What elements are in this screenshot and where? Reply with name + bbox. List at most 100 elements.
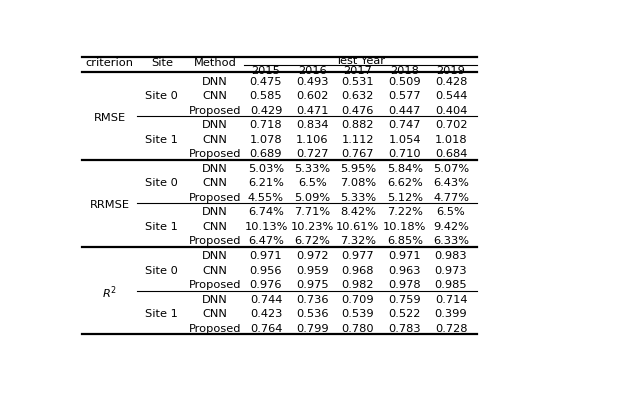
Text: 0.956: 0.956 (250, 265, 282, 275)
Text: DNN: DNN (202, 76, 228, 87)
Text: 0.710: 0.710 (388, 149, 421, 159)
Text: 0.972: 0.972 (296, 250, 328, 261)
Text: 0.577: 0.577 (388, 91, 421, 101)
Text: CNN: CNN (202, 265, 227, 275)
Text: 10.13%: 10.13% (244, 221, 288, 231)
Text: Site 0: Site 0 (145, 265, 179, 275)
Text: 1.054: 1.054 (388, 135, 421, 144)
Text: 4.77%: 4.77% (433, 192, 469, 202)
Text: 1.078: 1.078 (250, 135, 282, 144)
Text: Site 1: Site 1 (145, 221, 179, 231)
Text: 4.55%: 4.55% (248, 192, 284, 202)
Text: 6.74%: 6.74% (248, 207, 284, 217)
Text: 0.976: 0.976 (250, 279, 282, 289)
Text: 0.544: 0.544 (435, 91, 467, 101)
Text: 0.447: 0.447 (388, 106, 421, 115)
Text: 6.72%: 6.72% (294, 236, 330, 246)
Text: 6.43%: 6.43% (433, 178, 469, 188)
Text: Proposed: Proposed (189, 236, 241, 246)
Text: 0.728: 0.728 (435, 323, 467, 333)
Text: 0.759: 0.759 (388, 294, 421, 304)
Text: 2015: 2015 (252, 66, 280, 76)
Text: 2016: 2016 (298, 66, 326, 76)
Text: DNN: DNN (202, 207, 228, 217)
Text: 0.531: 0.531 (342, 76, 374, 87)
Text: 0.702: 0.702 (435, 120, 467, 130)
Text: Site 0: Site 0 (145, 91, 179, 101)
Text: 7.71%: 7.71% (294, 207, 330, 217)
Text: 5.12%: 5.12% (387, 192, 423, 202)
Text: 2019: 2019 (436, 66, 465, 76)
Text: 10.61%: 10.61% (336, 221, 380, 231)
Text: 0.539: 0.539 (342, 308, 374, 318)
Text: 0.689: 0.689 (250, 149, 282, 159)
Text: 0.585: 0.585 (250, 91, 282, 101)
Text: 10.18%: 10.18% (383, 221, 427, 231)
Text: 6.85%: 6.85% (387, 236, 423, 246)
Text: 0.684: 0.684 (435, 149, 467, 159)
Text: RRMSE: RRMSE (90, 200, 130, 210)
Text: 0.522: 0.522 (388, 308, 421, 318)
Text: criterion: criterion (86, 58, 134, 68)
Text: 0.404: 0.404 (435, 106, 467, 115)
Text: 6.21%: 6.21% (248, 178, 284, 188)
Text: 0.977: 0.977 (342, 250, 374, 261)
Text: 7.22%: 7.22% (387, 207, 423, 217)
Text: Proposed: Proposed (189, 106, 241, 115)
Text: Test Year: Test Year (335, 56, 385, 66)
Text: 0.632: 0.632 (342, 91, 374, 101)
Text: 0.709: 0.709 (342, 294, 374, 304)
Text: 6.5%: 6.5% (298, 178, 326, 188)
Text: 0.982: 0.982 (342, 279, 374, 289)
Text: 0.493: 0.493 (296, 76, 328, 87)
Text: CNN: CNN (202, 308, 227, 318)
Text: 5.03%: 5.03% (248, 164, 284, 173)
Text: CNN: CNN (202, 178, 227, 188)
Text: 0.747: 0.747 (388, 120, 421, 130)
Text: 0.423: 0.423 (250, 308, 282, 318)
Text: 0.471: 0.471 (296, 106, 328, 115)
Text: 5.33%: 5.33% (340, 192, 376, 202)
Text: Proposed: Proposed (189, 279, 241, 289)
Text: 0.975: 0.975 (296, 279, 328, 289)
Text: 0.971: 0.971 (388, 250, 421, 261)
Text: 0.971: 0.971 (250, 250, 282, 261)
Text: 0.973: 0.973 (435, 265, 467, 275)
Text: 0.978: 0.978 (388, 279, 421, 289)
Text: CNN: CNN (202, 221, 227, 231)
Text: DNN: DNN (202, 294, 228, 304)
Text: 5.09%: 5.09% (294, 192, 330, 202)
Text: 5.33%: 5.33% (294, 164, 330, 173)
Text: 0.783: 0.783 (388, 323, 421, 333)
Text: 0.475: 0.475 (250, 76, 282, 87)
Text: 7.32%: 7.32% (340, 236, 376, 246)
Text: Site: Site (151, 58, 173, 68)
Text: 0.718: 0.718 (250, 120, 282, 130)
Text: CNN: CNN (202, 135, 227, 144)
Text: 0.882: 0.882 (342, 120, 374, 130)
Text: DNN: DNN (202, 120, 228, 130)
Text: 0.959: 0.959 (296, 265, 328, 275)
Text: 5.95%: 5.95% (340, 164, 376, 173)
Text: 0.744: 0.744 (250, 294, 282, 304)
Text: Proposed: Proposed (189, 323, 241, 333)
Text: Site 1: Site 1 (145, 308, 179, 318)
Text: 6.33%: 6.33% (433, 236, 469, 246)
Text: 0.714: 0.714 (435, 294, 467, 304)
Text: 0.509: 0.509 (388, 76, 421, 87)
Text: RMSE: RMSE (93, 113, 126, 123)
Text: 0.983: 0.983 (435, 250, 467, 261)
Text: 1.018: 1.018 (435, 135, 467, 144)
Text: 1.112: 1.112 (342, 135, 374, 144)
Text: Method: Method (193, 58, 236, 68)
Text: 6.47%: 6.47% (248, 236, 284, 246)
Text: 0.476: 0.476 (342, 106, 374, 115)
Text: 8.42%: 8.42% (340, 207, 376, 217)
Text: 9.42%: 9.42% (433, 221, 469, 231)
Text: 5.84%: 5.84% (387, 164, 423, 173)
Text: 0.767: 0.767 (342, 149, 374, 159)
Text: Proposed: Proposed (189, 149, 241, 159)
Text: 0.429: 0.429 (250, 106, 282, 115)
Text: 2018: 2018 (390, 66, 419, 76)
Text: 0.602: 0.602 (296, 91, 328, 101)
